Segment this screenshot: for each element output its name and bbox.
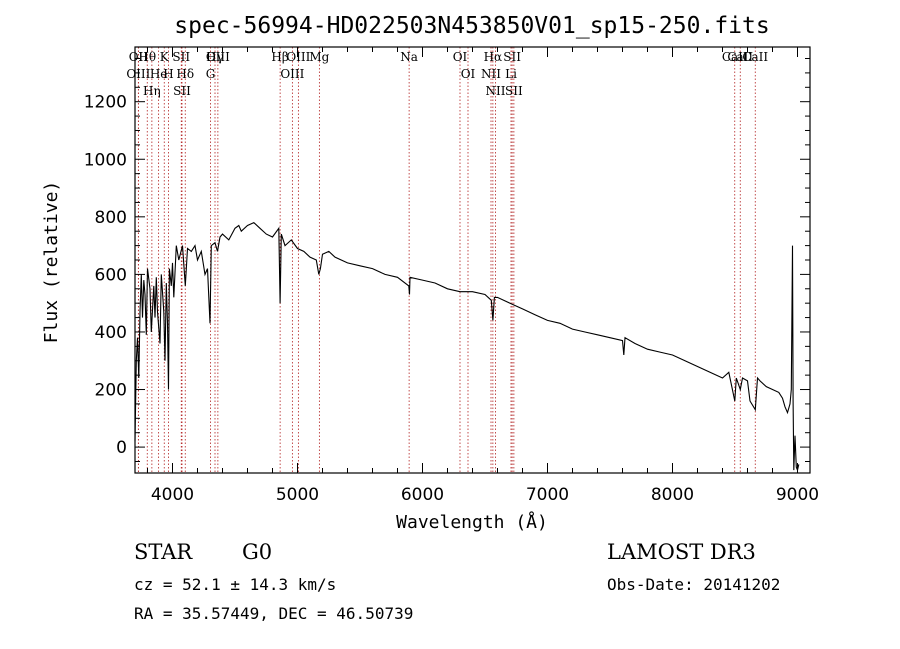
line-label-oiii: OIII xyxy=(280,67,304,81)
line-label-oi: OI xyxy=(461,67,476,81)
x-tick-label: 6000 xyxy=(401,485,444,505)
spectrum-chart: spec-56994-HD022503N453850V01_sp15-250.f… xyxy=(41,13,819,533)
line-label-k: K xyxy=(160,50,170,64)
y-tick-label: 0 xyxy=(116,438,127,458)
y-tick-label: 600 xyxy=(95,265,127,285)
line-label-hδ: Hδ xyxy=(176,67,194,81)
line-label-caii: CaII xyxy=(727,50,753,64)
line-label-oi: OI xyxy=(453,50,468,64)
line-label-oiii: OIII xyxy=(286,50,310,64)
x-tick-label: 9000 xyxy=(776,485,819,505)
flux-series-line xyxy=(134,221,800,472)
line-label-sii: SII xyxy=(172,50,190,64)
line-label-he: He xyxy=(150,67,168,81)
line-label-sii: SII xyxy=(503,50,521,64)
ra-dec: RA = 35.57449, DEC = 46.50739 xyxy=(134,604,414,623)
object-class: STAR xyxy=(134,540,193,564)
obs-date: Obs-Date: 20141202 xyxy=(607,575,781,594)
line-label-sii: SII xyxy=(505,84,523,98)
y-tick-label: 1200 xyxy=(84,93,127,113)
line-label-hθ: Hθ xyxy=(138,50,156,64)
y-tick-label: 800 xyxy=(95,208,127,228)
y-tick-label: 200 xyxy=(95,381,127,401)
line-label-hγ: Hγ xyxy=(206,50,224,64)
x-tick-label: 8000 xyxy=(651,485,694,505)
plot-frame xyxy=(134,46,811,474)
object-subclass: G0 xyxy=(242,540,273,564)
axis-ticks: 4000 5000 6000 7000 8000 9000 0 200 400 600 800 100… xyxy=(84,47,819,505)
y-axis-label: Flux (relative) xyxy=(41,181,62,344)
x-tick-label: 4000 xyxy=(151,485,194,505)
line-label-na: Na xyxy=(400,50,418,64)
x-axis-label: Wavelength (Å) xyxy=(396,511,548,533)
line-label-li: Li xyxy=(505,67,517,81)
line-label-oiii: OIII xyxy=(126,67,150,81)
chart-title: spec-56994-HD022503N453850V01_sp15-250.f… xyxy=(174,13,769,39)
line-label-nii: NII xyxy=(481,67,501,81)
line-label-caii: CaII xyxy=(722,50,748,64)
y-tick-label: 400 xyxy=(95,323,127,343)
x-tick-label: 5000 xyxy=(276,485,319,505)
x-tick-label: 7000 xyxy=(526,485,569,505)
redshift-cz: cz = 52.1 ± 14.3 km/s xyxy=(134,575,337,594)
line-label-mg: Mg xyxy=(309,50,329,64)
line-label-sii: SII xyxy=(173,84,191,98)
line-label-caii: CaII xyxy=(742,50,768,64)
line-label-hβ: Hβ xyxy=(271,50,288,64)
line-label-oii: OII xyxy=(129,50,149,64)
line-label-g: G xyxy=(206,67,216,81)
line-label-h: H xyxy=(163,67,173,81)
line-label-nii: NII xyxy=(486,84,506,98)
line-label-hη: Hη xyxy=(143,84,161,98)
y-tick-label: 1000 xyxy=(84,150,127,170)
line-label-oiii: OIII xyxy=(206,50,230,64)
survey-name: LAMOST DR3 xyxy=(607,540,756,564)
spectral-line-markers xyxy=(137,47,756,473)
line-label-hα: Hα xyxy=(484,50,503,64)
